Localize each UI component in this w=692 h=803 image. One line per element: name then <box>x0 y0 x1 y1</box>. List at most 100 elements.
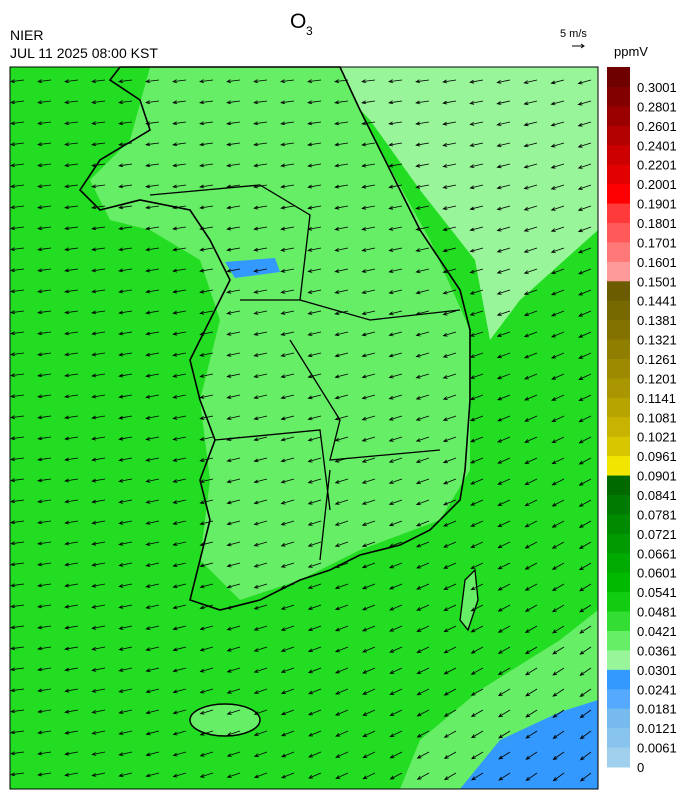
wind-arrow <box>172 499 187 504</box>
wind-arrow <box>172 247 187 252</box>
wind-arrow <box>10 205 25 210</box>
wind-arrow <box>523 310 538 317</box>
wind-arrow <box>64 436 79 441</box>
wind-arrow <box>118 772 133 778</box>
wind-arrow <box>37 121 52 126</box>
wind-arrow <box>361 247 376 252</box>
wind-arrow <box>118 79 133 84</box>
colorbar-cell <box>607 475 630 496</box>
wind-arrow <box>523 268 538 274</box>
wind-arrow <box>226 247 241 252</box>
wind-arrow <box>388 457 403 463</box>
wind-arrow <box>280 163 295 168</box>
colorbar-label: 0.2401 <box>637 138 677 153</box>
wind-arrow <box>280 730 295 737</box>
wind-arrow <box>415 268 430 274</box>
wind-arrow <box>172 583 187 589</box>
wind-arrow <box>10 79 25 84</box>
wind-arrow <box>551 394 565 401</box>
colorbar-cell <box>607 242 630 263</box>
wind-arrow <box>307 415 322 421</box>
wind-arrow <box>91 352 106 357</box>
wind-arrow <box>416 583 430 590</box>
wind-arrow <box>307 79 322 84</box>
wind-arrow <box>496 352 511 359</box>
wind-arrow <box>253 646 268 652</box>
wind-arrow <box>280 541 295 547</box>
wind-arrow <box>280 562 295 568</box>
map <box>9 66 599 790</box>
wind-arrow <box>64 226 79 231</box>
colorbar-label: 0.0121 <box>637 721 677 736</box>
colorbar-cell <box>607 164 630 185</box>
wind-arrow <box>442 415 457 421</box>
wind-arrow <box>388 436 403 442</box>
wind-arrow <box>307 394 322 400</box>
wind-arrow <box>37 625 52 630</box>
wind-arrow <box>415 163 430 168</box>
wind-arrow <box>10 310 25 315</box>
wind-arrow <box>497 499 511 506</box>
colorbar-label: 0.1081 <box>637 410 677 425</box>
wind-arrow <box>388 541 403 548</box>
wind-arrow <box>172 772 187 778</box>
wind-arrow <box>118 604 133 609</box>
wind-arrow <box>10 751 25 756</box>
wind-arrow <box>361 100 376 105</box>
wind-arrow <box>443 520 457 527</box>
wind-arrow <box>469 163 484 168</box>
wind-arrow <box>253 205 268 210</box>
wind-arrow <box>172 394 187 399</box>
wind-arrow <box>498 772 511 781</box>
wind-arrow <box>253 268 268 273</box>
wind-arrow <box>10 625 25 630</box>
wind-arrow <box>145 436 160 441</box>
wind-arrow <box>145 289 160 294</box>
wind-arrow <box>64 310 79 315</box>
wind-arrow <box>415 457 430 463</box>
wind-arrow <box>551 562 565 570</box>
wind-arrow <box>361 541 376 547</box>
wind-arrow <box>253 604 268 610</box>
wind-arrow <box>415 436 430 442</box>
wind-arrow <box>37 268 52 273</box>
wind-arrow <box>91 520 106 525</box>
wind-arrow <box>415 142 430 147</box>
wind-arrow <box>91 163 106 168</box>
wind-arrow <box>145 625 160 630</box>
wind-arrow <box>91 184 106 189</box>
wind-arrow <box>226 499 241 505</box>
wind-arrow <box>389 772 403 780</box>
island <box>459 568 479 632</box>
wind-arrow <box>280 247 295 252</box>
wind-arrow <box>523 289 538 295</box>
wind-arrow <box>10 100 25 105</box>
wind-arrow <box>64 121 79 126</box>
colorbar-cell <box>607 145 630 166</box>
wind-arrow <box>388 205 403 210</box>
wind-arrow <box>10 688 25 693</box>
wind-arrow <box>10 163 25 168</box>
wind-arrow <box>280 226 295 231</box>
wind-arrow <box>253 247 268 252</box>
wind-arrow <box>64 625 79 630</box>
wind-arrow <box>525 667 538 676</box>
wind-arrow <box>226 163 241 168</box>
wind-arrow <box>388 289 403 295</box>
wind-arrow <box>523 247 538 253</box>
wind-arrow <box>91 709 106 714</box>
wind-arrow <box>442 289 457 295</box>
wind-arrow <box>470 541 484 548</box>
wind-arrow <box>172 604 187 610</box>
wind-arrow <box>145 646 160 652</box>
wind-arrow <box>334 121 349 126</box>
wind-arrow <box>280 646 295 652</box>
colorbar-cell <box>607 203 630 224</box>
wind-arrow <box>64 751 79 756</box>
wind-arrow <box>361 478 376 484</box>
wind-arrow <box>172 205 187 210</box>
wind-arrow <box>91 604 106 609</box>
wind-arrow <box>226 457 241 463</box>
wind-arrow <box>91 331 106 336</box>
wind-arrow <box>307 541 322 547</box>
